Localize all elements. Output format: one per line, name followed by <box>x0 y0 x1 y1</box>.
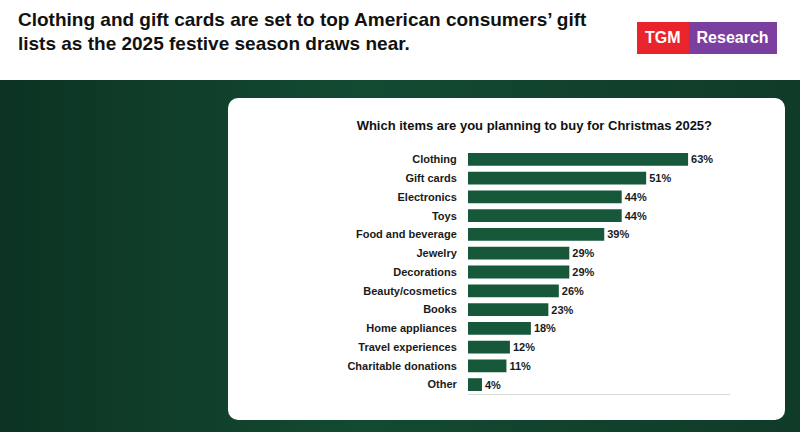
svg-text:Which items are you planning t: Which items are you planning to buy for … <box>357 118 712 133</box>
svg-text:Food and beverage: Food and beverage <box>356 228 457 240</box>
svg-text:11%: 11% <box>509 360 531 372</box>
svg-text:4%: 4% <box>485 379 501 391</box>
svg-text:29%: 29% <box>572 247 594 259</box>
svg-text:Decorations: Decorations <box>393 266 457 278</box>
svg-text:23%: 23% <box>551 304 573 316</box>
svg-text:Jewelry: Jewelry <box>416 247 457 259</box>
svg-text:44%: 44% <box>625 210 647 222</box>
svg-text:Beauty/cosmetics: Beauty/cosmetics <box>363 285 457 297</box>
svg-text:Toys: Toys <box>432 210 457 222</box>
svg-text:Gift cards: Gift cards <box>405 172 456 184</box>
svg-text:18%: 18% <box>534 322 556 334</box>
svg-text:Clothing: Clothing <box>412 153 457 165</box>
svg-text:63%: 63% <box>691 153 713 165</box>
svg-text:44%: 44% <box>625 191 647 203</box>
svg-text:26%: 26% <box>562 285 584 297</box>
html-text:Research: Research <box>696 29 769 46</box>
svg-text:29%: 29% <box>572 266 594 278</box>
html-text:Clothing and gift cards are se: Clothing and gift cards are set to top A… <box>18 9 587 54</box>
svg-text:39%: 39% <box>607 228 629 240</box>
svg-text:Travel experiences: Travel experiences <box>358 341 456 353</box>
svg-text:Charitable donations: Charitable donations <box>347 360 456 372</box>
svg-text:Books: Books <box>423 303 457 315</box>
svg-text:51%: 51% <box>649 172 671 184</box>
svg-text:Electronics: Electronics <box>397 191 456 203</box>
html-text:TGM: TGM <box>645 29 681 46</box>
svg-text:12%: 12% <box>513 341 535 353</box>
svg-text:Home appliances: Home appliances <box>366 322 456 334</box>
svg-text:Other: Other <box>427 378 457 390</box>
